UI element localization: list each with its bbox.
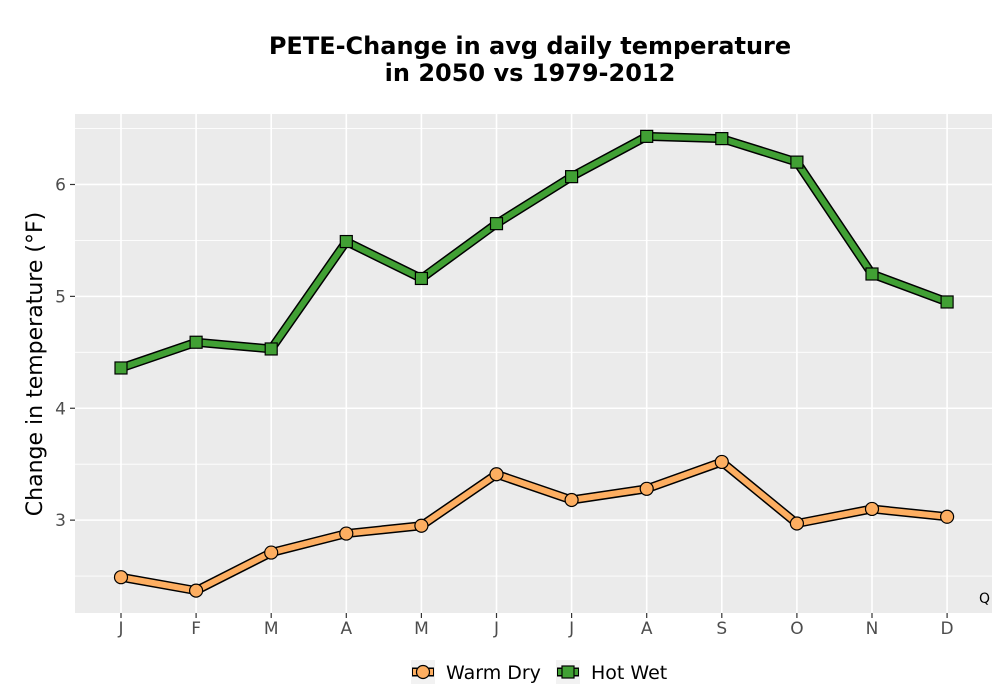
data-point [864,501,880,517]
x-tick-label: A [641,619,653,639]
series-layer [113,129,955,598]
y-tick-label: 5 [55,287,66,307]
y-tick-label: 4 [55,399,66,419]
annotation-q: Q [979,591,990,607]
data-point [189,335,203,349]
data-point [189,583,204,598]
legend-item-warm-dry: Warm Dry [411,660,541,684]
chart-title-line-2: in 2050 vs 1979-2012 [385,59,676,87]
data-point [789,516,805,531]
x-tick-label: D [941,619,954,639]
x-tick-label: J [493,619,499,639]
x-tick-label: M [414,619,429,639]
data-point [939,509,955,524]
data-point [264,545,279,560]
data-point [264,342,278,356]
data-point [564,170,579,184]
data-point [715,132,729,146]
plot-panel [75,114,992,613]
data-point [489,467,504,482]
series-warm-dry [113,454,955,598]
data-point [714,454,729,470]
y-tick-label: 6 [55,175,66,195]
legend-item-hot-wet: Hot Wet [556,660,667,684]
data-point [489,217,504,231]
data-point [639,481,654,496]
data-point [339,526,354,541]
data-point [113,570,129,585]
x-tick-label: J [568,619,574,639]
y-axis-ticks: 3 4 5 6 [55,175,75,531]
data-point [640,129,654,143]
x-tick-label: F [191,619,201,639]
x-tick-label: M [264,619,279,639]
series-hot-wet [114,129,954,375]
data-point [790,155,804,169]
legend-marker [561,665,575,679]
series-line [118,458,951,594]
legend-label: Hot Wet [591,662,667,684]
data-point [414,271,428,286]
x-tick-label: A [340,619,352,639]
legend-label: Warm Dry [446,662,541,684]
y-tick-label: 3 [55,511,66,531]
legend-marker [415,664,431,680]
data-point [339,234,353,249]
x-tick-label: J [117,619,123,639]
x-tick-label: O [790,619,803,639]
data-point [114,361,128,375]
x-tick-label: S [716,619,727,639]
legend: Warm Dry Hot Wet [411,660,667,684]
chart-title-line-1: PETE-Change in avg daily temperature [269,32,791,60]
y-axis-title: Change in temperature (°F) [23,212,48,516]
data-point [414,518,429,533]
data-point [940,295,954,309]
data-point [865,267,879,281]
data-point [564,492,579,508]
series-line [118,133,951,371]
x-tick-label: N [866,619,879,639]
